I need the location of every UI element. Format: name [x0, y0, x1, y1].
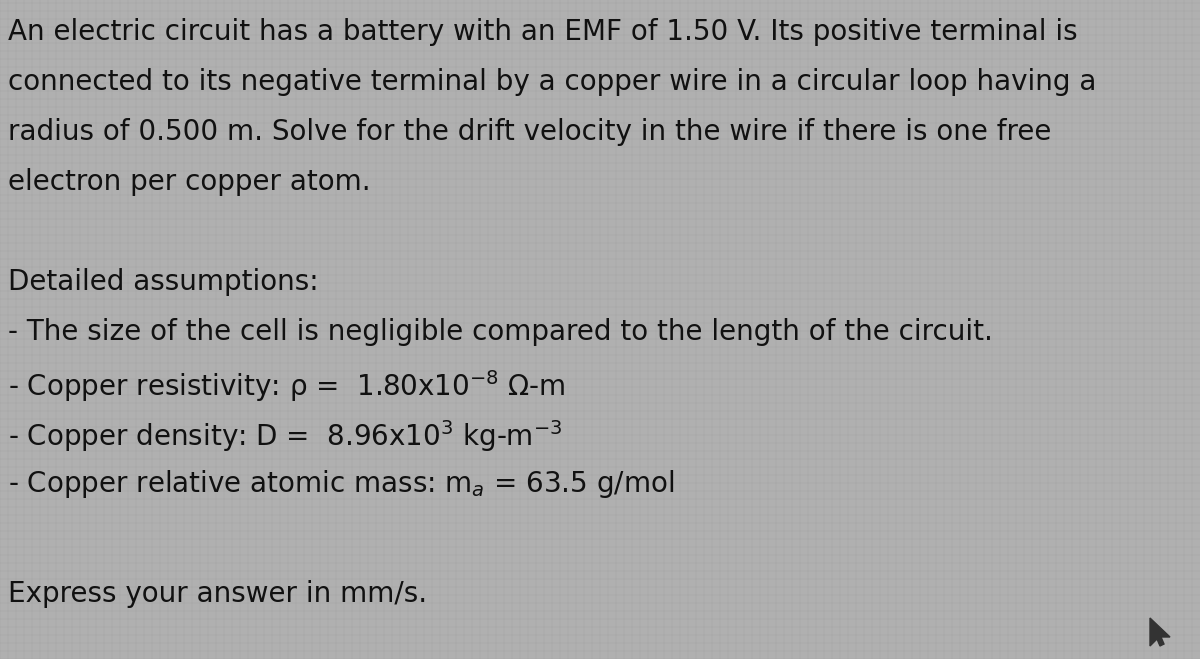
Text: - The size of the cell is negligible compared to the length of the circuit.: - The size of the cell is negligible com…	[8, 318, 992, 346]
Text: - Copper relative atomic mass: m$_{a}$ = 63.5 g/mol: - Copper relative atomic mass: m$_{a}$ =…	[8, 468, 674, 500]
Text: An electric circuit has a battery with an EMF of 1.50 V. Its positive terminal i: An electric circuit has a battery with a…	[8, 18, 1078, 46]
Text: Express your answer in mm/s.: Express your answer in mm/s.	[8, 580, 427, 608]
Text: - Copper density: D =  8.96x10$^{3}$ kg-m$^{-3}$: - Copper density: D = 8.96x10$^{3}$ kg-m…	[8, 418, 562, 454]
Text: connected to its negative terminal by a copper wire in a circular loop having a: connected to its negative terminal by a …	[8, 68, 1097, 96]
Text: Detailed assumptions:: Detailed assumptions:	[8, 268, 319, 296]
Text: radius of 0.500 m. Solve for the drift velocity in the wire if there is one free: radius of 0.500 m. Solve for the drift v…	[8, 118, 1051, 146]
Polygon shape	[1150, 618, 1170, 646]
Text: - Copper resistivity: ρ =  1.80x10$^{-8}$ Ω-m: - Copper resistivity: ρ = 1.80x10$^{-8}$…	[8, 368, 565, 404]
Text: electron per copper atom.: electron per copper atom.	[8, 168, 371, 196]
